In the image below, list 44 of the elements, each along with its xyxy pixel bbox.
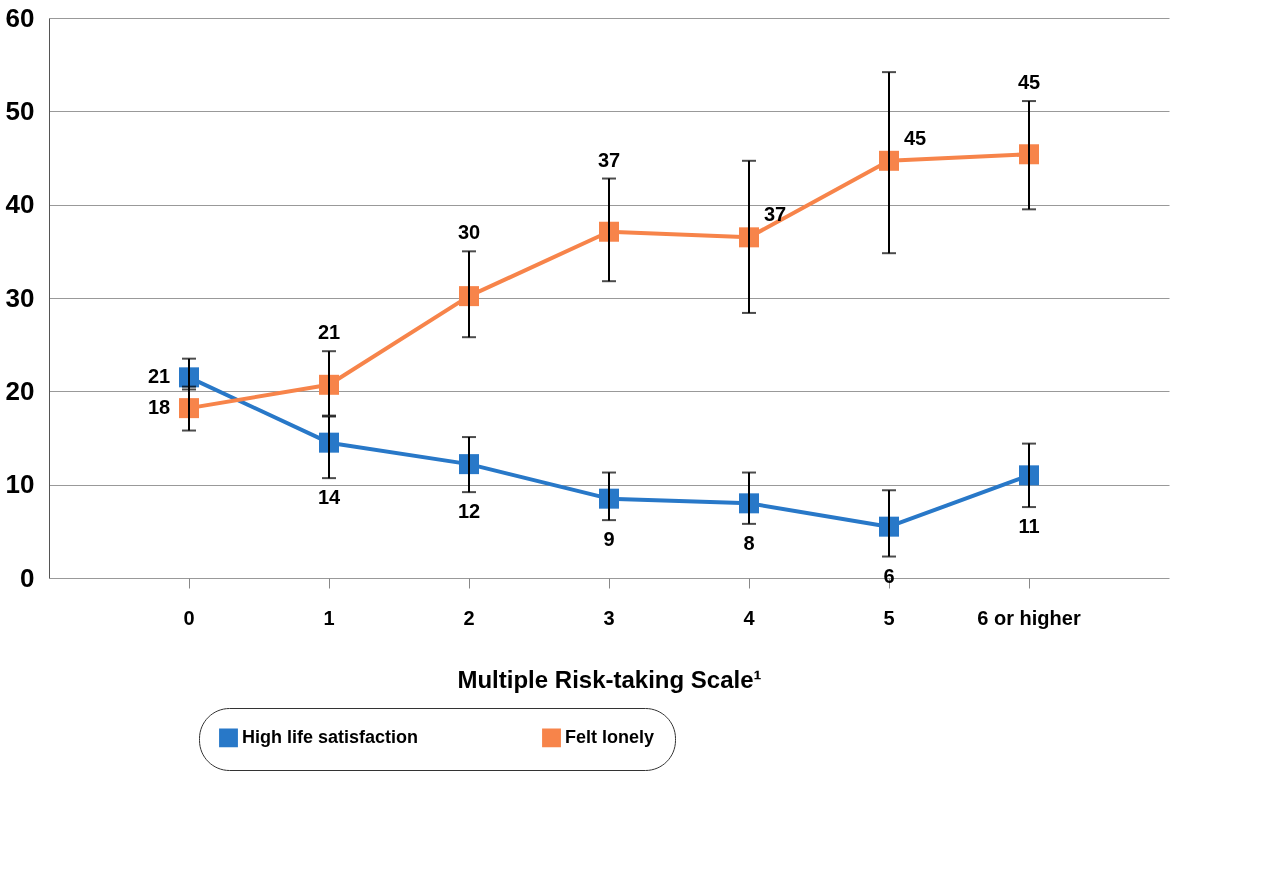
x-tick-label: 5	[883, 606, 895, 629]
y-tick-label: 30	[5, 282, 35, 313]
y-tick-label: 60	[5, 2, 35, 33]
x-tick-label: 3	[603, 606, 615, 629]
data-label: 37	[597, 148, 621, 171]
data-label: 12	[457, 500, 481, 523]
data-label: 21	[147, 365, 171, 388]
point	[459, 454, 479, 475]
point	[879, 150, 899, 171]
point	[1019, 144, 1039, 165]
data-label: 11	[1018, 515, 1040, 538]
data-label: 9	[603, 528, 615, 551]
point	[599, 488, 619, 509]
point	[319, 374, 339, 395]
x-tick-label: 6 or higher	[977, 606, 1081, 629]
point	[599, 221, 619, 242]
x-tick-label: 1	[323, 606, 335, 629]
data-label: 8	[743, 531, 755, 554]
point	[179, 398, 199, 419]
legend-label: Felt lonely	[565, 726, 655, 747]
point	[879, 516, 899, 537]
data-label: 37	[763, 203, 787, 226]
point	[459, 286, 479, 307]
x-tick-label: 0	[183, 606, 195, 629]
y-tick-label: 50	[5, 95, 35, 126]
legend-label: High life satisfaction	[242, 726, 419, 747]
x-axis-title: Multiple Risk-taking Scale¹	[457, 665, 762, 693]
point	[1019, 465, 1039, 486]
data-label: 18	[147, 396, 171, 419]
data-label: 21	[317, 321, 341, 344]
y-tick-label: 10	[5, 469, 35, 500]
data-label: 45	[1017, 71, 1041, 94]
point	[319, 432, 339, 453]
data-label: 45	[903, 126, 927, 149]
y-tick-label: 0	[20, 562, 35, 593]
point	[739, 493, 759, 514]
data-label: 14	[317, 486, 341, 509]
x-tick-label: 2	[463, 606, 475, 629]
point	[739, 227, 759, 248]
y-tick-label: 40	[5, 189, 35, 220]
data-label: 30	[457, 221, 481, 244]
x-tick-label: 4	[743, 606, 756, 629]
y-tick-label: 20	[5, 375, 35, 406]
data-label: 6	[883, 564, 895, 587]
